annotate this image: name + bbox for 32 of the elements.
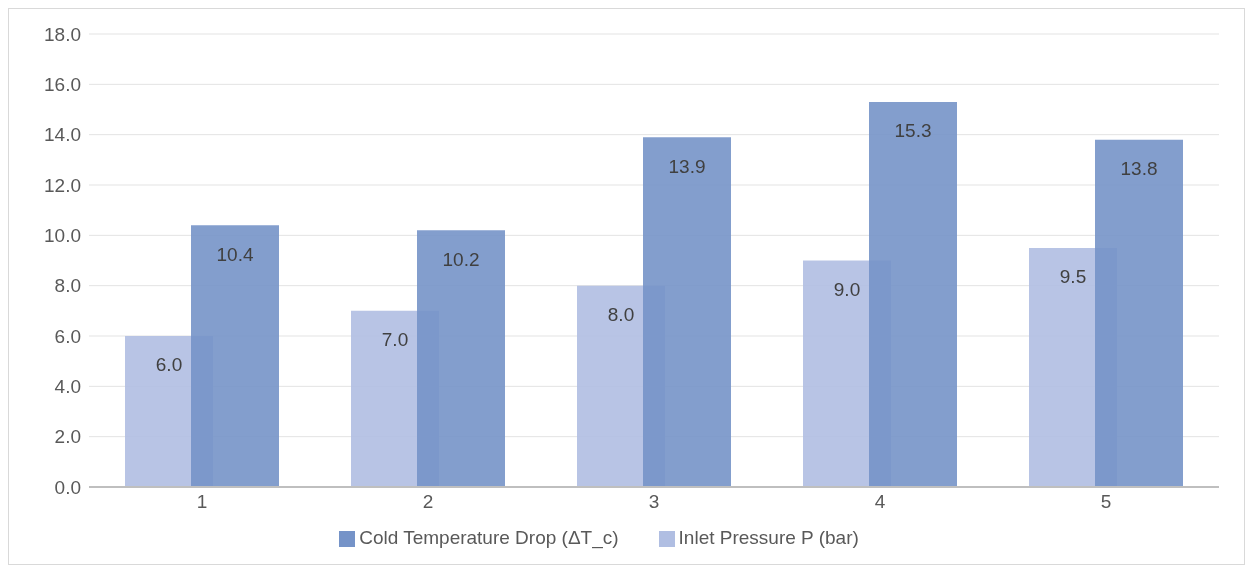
x-tick-label: 3 (648, 491, 660, 513)
data-label: 9.5 (1059, 266, 1087, 288)
data-label: 15.3 (894, 120, 932, 142)
x-tick-label: 2 (422, 491, 434, 513)
legend-label: Cold Temperature Drop (ΔT_c) (359, 527, 619, 548)
data-label: 6.0 (155, 354, 183, 376)
legend-label: Inlet Pressure P (bar) (678, 527, 859, 548)
data-label: 10.4 (216, 243, 254, 265)
x-tick-label: 4 (874, 491, 886, 513)
y-tick-label: 6.0 (54, 325, 81, 347)
y-tick-label: 2.0 (54, 426, 81, 448)
bar (1095, 139, 1183, 487)
bar (869, 101, 957, 487)
y-tick-label: 4.0 (54, 376, 81, 398)
data-label: 8.0 (607, 304, 635, 326)
y-tick-label: 0.0 (54, 476, 81, 498)
data-label: 10.2 (442, 248, 480, 270)
data-label: 9.0 (833, 278, 861, 300)
y-tick-label: 12.0 (44, 174, 81, 196)
y-tick-label: 10.0 (44, 225, 81, 247)
bar (643, 137, 731, 487)
y-tick-label: 14.0 (44, 124, 81, 146)
bar (417, 230, 505, 487)
data-label: 13.8 (1120, 158, 1158, 180)
y-tick-label: 18.0 (44, 23, 81, 45)
data-label: 13.9 (668, 155, 706, 177)
y-tick-label: 16.0 (44, 74, 81, 96)
bar (191, 225, 279, 487)
data-label: 7.0 (381, 329, 409, 351)
x-tick-label: 5 (1100, 491, 1112, 513)
x-tick-label: 1 (196, 491, 208, 513)
y-tick-label: 8.0 (54, 275, 81, 297)
